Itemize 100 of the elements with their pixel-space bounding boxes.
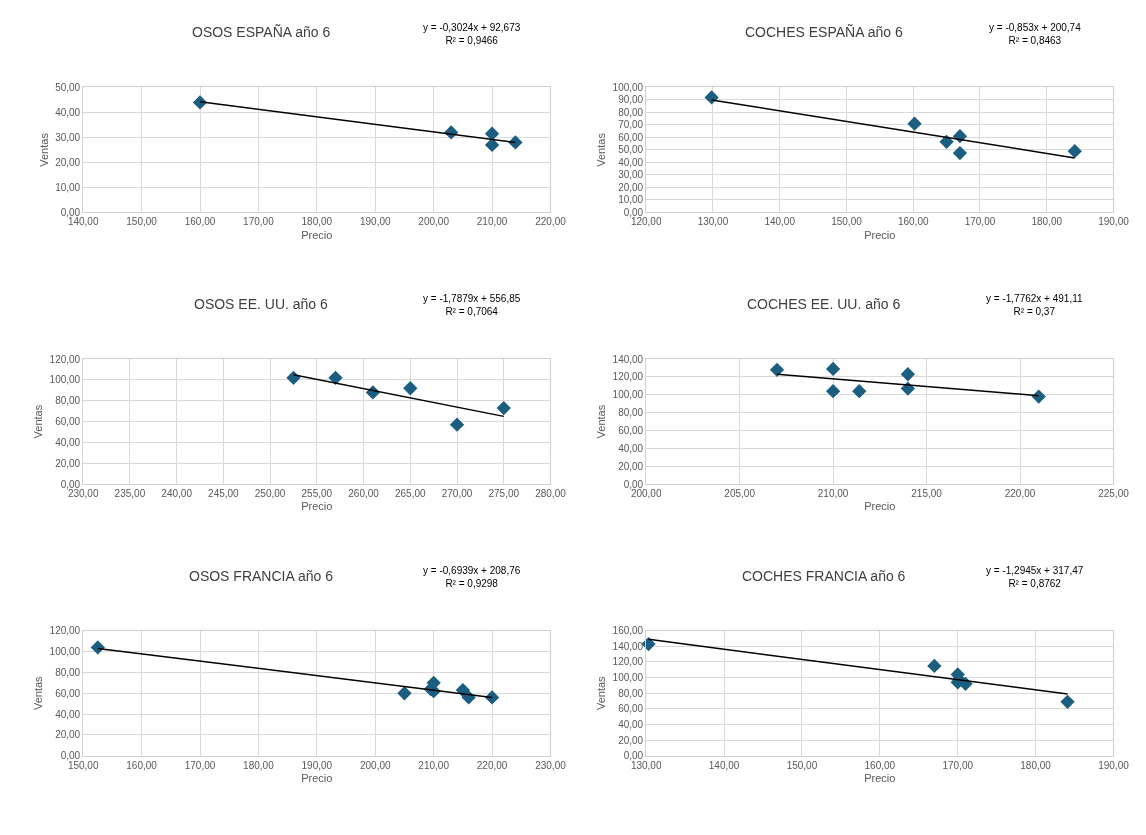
y-axis-title: Ventas xyxy=(595,132,608,167)
x-tick-label: 160,00 xyxy=(184,216,216,228)
x-axis-title: Precio xyxy=(864,228,896,241)
x-tick-label: 170,00 xyxy=(964,216,996,228)
point xyxy=(825,384,841,399)
x-tick-label: 130,00 xyxy=(697,216,729,228)
x-tick-label: 170,00 xyxy=(942,759,974,771)
x-tick-label: 160,00 xyxy=(126,759,158,771)
y-tick-label: 40,00 xyxy=(618,718,644,730)
x-tick-label: 205,00 xyxy=(724,488,756,500)
y-tick-label: 50,00 xyxy=(55,81,81,93)
y-tick-label: 100,00 xyxy=(49,646,81,658)
y-tick-label: 0,00 xyxy=(60,750,81,762)
x-tick-label: 150,00 xyxy=(126,216,158,228)
y-tick-label: 120,00 xyxy=(49,625,81,637)
y-tick-label: 20,00 xyxy=(55,729,81,741)
x-tick-label: 265,00 xyxy=(394,488,427,500)
text: y = -0,853x + 200,74 R² = 0,8463 xyxy=(989,22,1082,46)
y-axis-title: Ventas xyxy=(37,132,50,167)
point xyxy=(397,686,412,701)
chart-title: COCHES ESPAÑA año 6 xyxy=(745,24,903,40)
point xyxy=(704,90,719,105)
y-tick-label: 100,00 xyxy=(612,389,644,401)
text: y = -0,3024x + 92,673 R² = 0,9466 xyxy=(423,22,521,46)
x-tick-label: 170,00 xyxy=(243,216,275,228)
y-tick-label: 20,00 xyxy=(55,156,81,168)
y-tick-label: 60,00 xyxy=(55,416,81,428)
point xyxy=(825,361,841,377)
x-tick-label: 170,00 xyxy=(184,759,216,771)
point xyxy=(449,417,465,432)
y-tick-label: 0,00 xyxy=(60,478,81,490)
y-tick-label: 30,00 xyxy=(618,169,644,181)
y-tick-label: 0,00 xyxy=(623,750,644,762)
point xyxy=(1031,389,1046,404)
y-tick-label: 80,00 xyxy=(618,106,644,118)
x-tick-label: 210,00 xyxy=(418,759,450,771)
x-tick-label: 230,00 xyxy=(535,759,567,771)
y-tick-label: 40,00 xyxy=(55,708,81,720)
point xyxy=(769,362,785,377)
x-tick-label: 225,00 xyxy=(1098,488,1130,500)
y-tick-label: 10,00 xyxy=(618,194,644,206)
x-tick-label: 220,00 xyxy=(476,759,508,771)
point xyxy=(496,400,511,416)
point xyxy=(952,145,968,161)
chart-title: OSOS ESPAÑA año 6 xyxy=(192,24,331,40)
y-tick-label: 20,00 xyxy=(55,457,81,469)
x-axis-title: Precio xyxy=(301,228,333,241)
x-tick-label: 230,00 xyxy=(67,488,99,500)
x-tick-label: 160,00 xyxy=(897,216,929,228)
y-axis-title: Ventas xyxy=(32,675,45,711)
y-tick-label: 40,00 xyxy=(55,436,81,448)
x-tick-label: 260,00 xyxy=(348,488,380,500)
point xyxy=(1060,694,1075,709)
x-tick-label: 255,00 xyxy=(301,488,333,500)
x-tick-label: 200,00 xyxy=(630,488,662,500)
y-tick-label: 40,00 xyxy=(618,442,644,454)
y-tick-label: 100,00 xyxy=(612,81,644,93)
x-tick-label: 140,00 xyxy=(764,216,796,228)
y-tick-label: 160,00 xyxy=(612,625,644,637)
x-tick-label: 130,00 xyxy=(630,759,662,771)
y-axis-title: Ventas xyxy=(595,404,608,439)
y-tick-label: 60,00 xyxy=(618,131,644,143)
y-tick-label: 10,00 xyxy=(55,181,81,193)
point xyxy=(484,126,500,141)
x-tick-label: 180,00 xyxy=(243,759,275,771)
x-tick-label: 190,00 xyxy=(1098,759,1130,771)
chart-title: COCHES FRANCIA año 6 xyxy=(742,568,906,584)
text: y = -1,7762x + 491,11 R² = 0,37 xyxy=(986,293,1083,317)
text: y = -1,7879x + 556,85 R² = 0,7064 xyxy=(423,293,521,317)
point xyxy=(508,135,523,150)
x-tick-label: 235,00 xyxy=(114,488,146,500)
x-axis-title: Precio xyxy=(864,500,896,513)
point xyxy=(403,381,418,396)
y-tick-label: 100,00 xyxy=(612,672,644,684)
y-tick-label: 80,00 xyxy=(618,687,644,699)
y-tick-label: 60,00 xyxy=(618,703,644,715)
y-axis-title: Ventas xyxy=(595,675,608,711)
y-tick-label: 70,00 xyxy=(618,119,644,131)
x-tick-label: 200,00 xyxy=(418,216,450,228)
y-tick-label: 30,00 xyxy=(55,131,81,143)
y-tick-label: 60,00 xyxy=(618,425,644,436)
y-tick-label: 20,00 xyxy=(618,734,644,746)
point xyxy=(900,367,916,382)
x-axis-title: Precio xyxy=(301,771,333,784)
y-tick-label: 80,00 xyxy=(55,666,81,678)
x-tick-label: 150,00 xyxy=(67,759,99,771)
text: y = -0,6939x + 208,76 R² = 0,9298 xyxy=(423,565,521,589)
y-tick-label: 140,00 xyxy=(612,640,644,652)
y-tick-label: 120,00 xyxy=(612,371,644,383)
x-axis-title: Precio xyxy=(301,500,333,513)
x-axis-title: Precio xyxy=(864,771,896,784)
x-tick-label: 190,00 xyxy=(1098,216,1130,228)
x-tick-label: 160,00 xyxy=(864,759,896,771)
x-tick-label: 210,00 xyxy=(476,216,508,228)
y-tick-label: 80,00 xyxy=(55,395,81,407)
x-tick-label: 150,00 xyxy=(786,759,818,771)
y-tick-label: 20,00 xyxy=(618,460,644,472)
x-tick-label: 210,00 xyxy=(817,488,849,500)
y-tick-label: 100,00 xyxy=(49,374,81,386)
point xyxy=(852,384,867,399)
